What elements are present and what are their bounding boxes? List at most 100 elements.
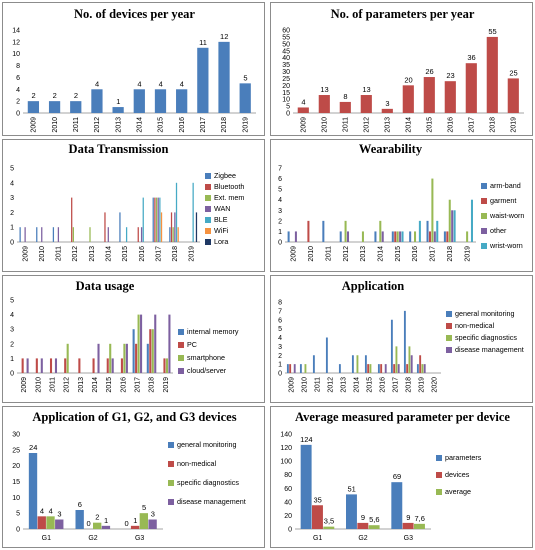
- bar: [368, 525, 380, 529]
- x-tick-label: 2018: [221, 117, 228, 133]
- x-tick-label: 2013: [360, 246, 367, 262]
- bar: [49, 358, 53, 373]
- x-tick-label: G2: [358, 535, 367, 542]
- bar: [170, 212, 173, 242]
- bar: [289, 364, 292, 373]
- bar: [451, 210, 454, 242]
- bar: [66, 343, 69, 373]
- data-label: 3: [57, 510, 61, 519]
- x-tick-label: 2016: [179, 117, 186, 133]
- y-tick-label: 30: [12, 432, 20, 439]
- bar: [149, 329, 152, 373]
- legend-swatch: [205, 217, 211, 223]
- bar: [312, 355, 315, 373]
- x-tick-label: 2014: [354, 377, 361, 393]
- data-label: 1: [133, 516, 137, 525]
- legend-label: general monitoring: [455, 309, 515, 318]
- x-tick-label: 2011: [343, 117, 350, 132]
- bar: [470, 199, 473, 242]
- data-label: 36: [467, 53, 475, 62]
- bar: [133, 89, 145, 113]
- bar: [139, 513, 149, 529]
- bar: [125, 227, 128, 242]
- x-tick-label: 2009: [289, 377, 296, 393]
- bar: [293, 364, 296, 373]
- x-tick-label: 2011: [73, 117, 80, 132]
- legend-label: specific diagnostics: [455, 333, 517, 342]
- bar: [135, 343, 138, 373]
- legend-swatch: [446, 311, 452, 317]
- legend-swatch: [446, 335, 452, 341]
- y-tick-label: 80: [284, 472, 292, 479]
- x-tick-label: 2016: [380, 377, 387, 393]
- chart-wearability: Wearability 0 1 2 3 4 5 6 7 2009 2010 2011 2012 2013 2…: [278, 142, 524, 262]
- bar: [97, 343, 100, 373]
- y-tick-label: 20: [284, 513, 292, 520]
- x-tick-label: 2009: [291, 246, 298, 262]
- y-tick-label: 2: [278, 353, 282, 360]
- bar: [346, 231, 350, 242]
- data-label: 3,5: [324, 517, 334, 526]
- bar: [111, 358, 114, 373]
- y-tick-label: 30: [282, 69, 290, 76]
- bar: [380, 364, 383, 373]
- bar: [486, 36, 498, 113]
- x-tick-label: 2018: [406, 377, 413, 393]
- bar: [414, 523, 425, 529]
- y-tick-label: 6: [278, 317, 282, 324]
- bar: [356, 355, 359, 373]
- y-tick-label: 40: [284, 499, 292, 506]
- bar: [369, 364, 372, 373]
- data-label: 55: [488, 27, 496, 36]
- bar: [239, 83, 251, 113]
- data-label: 5: [142, 503, 146, 512]
- x-tick-label: 2017: [393, 377, 400, 393]
- x-tick-label: 2016: [412, 246, 419, 262]
- legend-label: WAN: [214, 204, 231, 213]
- y-tick-label: 55: [282, 34, 290, 41]
- y-tick-label: 15: [12, 479, 20, 486]
- data-label: 25: [509, 68, 517, 77]
- bar: [339, 231, 342, 242]
- data-label: 8: [343, 92, 347, 101]
- x-tick-label: 2016: [120, 377, 127, 393]
- data-label: 12: [220, 32, 228, 41]
- x-tick-label: 2010: [35, 377, 42, 393]
- x-tick-label: 2019: [242, 117, 249, 133]
- legend-label: other: [490, 226, 507, 235]
- y-tick-label: 4: [278, 197, 282, 204]
- x-tick-label: 2010: [39, 246, 46, 262]
- bar: [403, 310, 406, 373]
- legend-label: BLE: [214, 215, 228, 224]
- bar: [312, 505, 323, 529]
- bar: [433, 231, 436, 242]
- data-label: 3: [385, 99, 389, 108]
- x-tick-label: 2017: [155, 246, 162, 262]
- x-tick-label: 2018: [149, 377, 156, 393]
- chart-usage: Data usage 0 1 2 3 4 5 2009 2010 2011 2012 2013 2014…: [10, 279, 239, 393]
- legend-label: specific diagnostics: [177, 478, 239, 487]
- legend-label: WiFi: [214, 226, 229, 235]
- bar: [101, 525, 111, 529]
- y-tick-label: 3: [10, 195, 14, 202]
- data-label: 2: [95, 513, 99, 522]
- bar: [27, 101, 40, 113]
- bar: [346, 494, 357, 529]
- x-tick-label: 2009: [31, 117, 38, 133]
- legend-swatch: [205, 184, 211, 190]
- bar: [443, 231, 446, 242]
- x-tick-label: 2014: [406, 117, 413, 133]
- bar: [125, 343, 128, 373]
- data-label: 3: [151, 510, 155, 519]
- bar: [160, 212, 163, 242]
- legend-swatch: [481, 213, 487, 219]
- legend-swatch: [205, 173, 211, 179]
- y-tick-label: 6: [16, 75, 20, 82]
- bar: [154, 89, 167, 113]
- y-tick-label: 0: [288, 527, 292, 534]
- legend-label: waist-worn: [489, 211, 524, 220]
- x-tick-label: 2013: [341, 377, 348, 393]
- x-tick-label: 2017: [430, 246, 437, 262]
- x-tick-label: 2010: [308, 246, 315, 262]
- legend-label: arm-band: [490, 181, 521, 190]
